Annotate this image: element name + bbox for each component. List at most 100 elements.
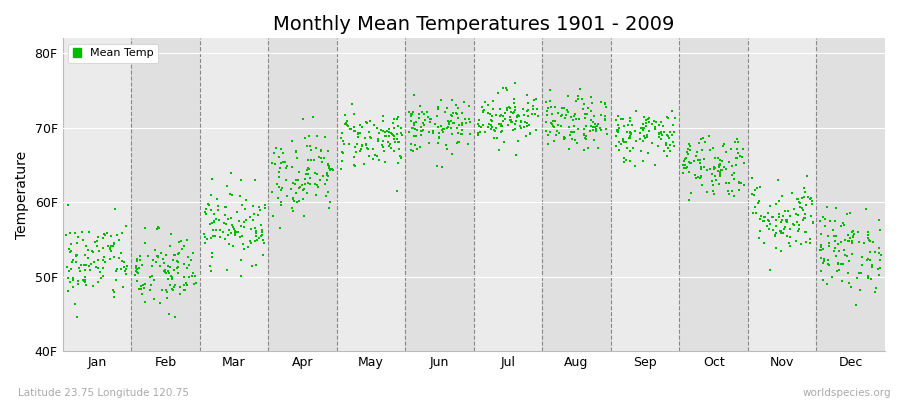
Point bbox=[707, 172, 722, 179]
Point bbox=[490, 135, 504, 142]
Point bbox=[633, 136, 647, 142]
Point bbox=[786, 221, 800, 228]
Point bbox=[860, 273, 875, 279]
Point bbox=[792, 222, 806, 228]
Point bbox=[87, 259, 102, 265]
Point bbox=[302, 166, 316, 172]
Point bbox=[387, 148, 401, 154]
Point bbox=[693, 157, 707, 164]
Point bbox=[159, 287, 174, 293]
Point bbox=[228, 228, 242, 234]
Bar bbox=[131, 38, 200, 351]
Bar bbox=[62, 38, 131, 351]
Point bbox=[405, 125, 419, 131]
Point bbox=[554, 122, 569, 129]
Point bbox=[639, 123, 653, 130]
Point bbox=[540, 112, 554, 118]
Point bbox=[798, 188, 813, 195]
Point bbox=[462, 103, 476, 109]
Point bbox=[344, 125, 358, 132]
Point bbox=[188, 280, 202, 286]
Point bbox=[112, 237, 126, 243]
Point bbox=[790, 196, 805, 202]
Point bbox=[693, 159, 707, 166]
Point bbox=[407, 92, 421, 99]
Point bbox=[321, 162, 336, 168]
Point bbox=[842, 238, 856, 244]
Point bbox=[476, 108, 491, 115]
Point bbox=[426, 129, 440, 136]
Point bbox=[347, 111, 362, 117]
Point bbox=[335, 130, 349, 136]
Point bbox=[303, 147, 318, 154]
Point bbox=[494, 121, 508, 128]
Point bbox=[230, 209, 245, 216]
Point bbox=[81, 247, 95, 253]
Point bbox=[599, 126, 614, 132]
Point bbox=[175, 246, 189, 252]
Bar bbox=[611, 38, 680, 351]
Point bbox=[826, 248, 841, 254]
Point bbox=[806, 220, 820, 226]
Point bbox=[841, 238, 855, 244]
Point bbox=[274, 187, 288, 194]
Point bbox=[577, 130, 591, 137]
Point bbox=[725, 188, 740, 194]
Point bbox=[161, 268, 176, 274]
Point bbox=[872, 245, 886, 252]
Bar bbox=[473, 38, 543, 351]
Point bbox=[495, 117, 509, 124]
Point bbox=[586, 112, 600, 119]
Point bbox=[815, 246, 830, 252]
Point bbox=[422, 116, 436, 123]
Point bbox=[566, 117, 580, 123]
Point bbox=[251, 212, 266, 219]
Point bbox=[822, 262, 836, 268]
Point bbox=[804, 195, 818, 202]
Point bbox=[623, 118, 637, 124]
Point bbox=[217, 220, 231, 226]
Point bbox=[780, 208, 795, 214]
Point bbox=[619, 139, 634, 145]
Point bbox=[661, 114, 675, 121]
Point bbox=[774, 219, 788, 226]
Point bbox=[490, 112, 504, 118]
Point bbox=[471, 130, 485, 136]
Point bbox=[320, 173, 335, 180]
Point bbox=[829, 233, 843, 240]
Point bbox=[104, 233, 118, 240]
Point bbox=[731, 139, 745, 145]
Point bbox=[79, 282, 94, 288]
Point bbox=[362, 153, 376, 159]
Point bbox=[816, 277, 831, 283]
Point bbox=[403, 111, 418, 117]
Point bbox=[762, 221, 777, 227]
Point bbox=[382, 132, 397, 139]
Point bbox=[403, 147, 418, 153]
Point bbox=[661, 144, 675, 151]
Point bbox=[415, 128, 429, 134]
Point bbox=[500, 122, 515, 128]
Point bbox=[351, 130, 365, 137]
Point bbox=[79, 262, 94, 268]
Point bbox=[787, 206, 801, 213]
Point bbox=[747, 192, 761, 198]
Point bbox=[823, 218, 837, 224]
Point bbox=[665, 122, 680, 128]
Point bbox=[628, 108, 643, 114]
Point bbox=[707, 165, 722, 172]
Point bbox=[562, 132, 577, 138]
Point bbox=[461, 141, 475, 147]
Point bbox=[197, 240, 211, 246]
Point bbox=[796, 215, 811, 222]
Point bbox=[382, 128, 396, 135]
Point bbox=[471, 120, 485, 127]
Point bbox=[803, 196, 817, 203]
Point bbox=[860, 256, 875, 263]
Point bbox=[845, 232, 859, 239]
Point bbox=[182, 262, 196, 269]
Point bbox=[856, 240, 870, 246]
Point bbox=[160, 288, 175, 295]
Point bbox=[387, 124, 401, 131]
Point bbox=[844, 251, 859, 258]
